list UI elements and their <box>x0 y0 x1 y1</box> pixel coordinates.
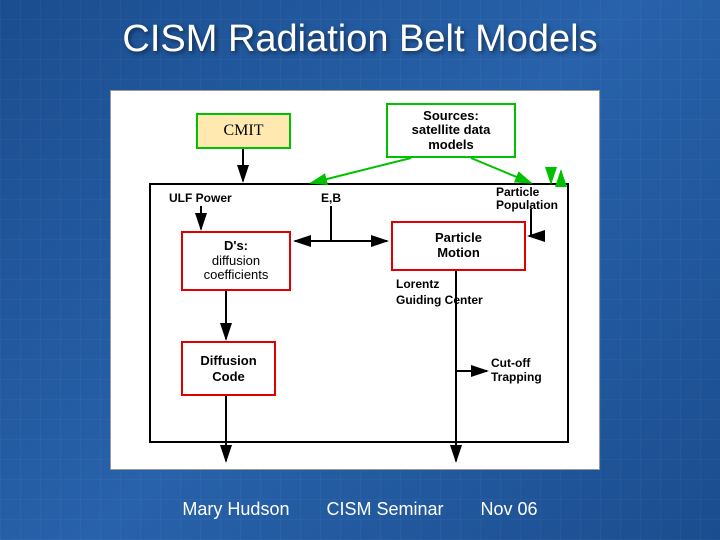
diagram-container: CMIT Sources: satellite data models D's:… <box>110 90 600 470</box>
arrows-layer <box>111 91 601 471</box>
page-title: CISM Radiation Belt Models <box>0 18 720 61</box>
footer-author: Mary Hudson <box>182 499 289 519</box>
footer-date: Nov 06 <box>481 499 538 519</box>
footer-series: CISM Seminar <box>326 499 443 519</box>
footer: Mary Hudson CISM Seminar Nov 06 <box>0 499 720 520</box>
